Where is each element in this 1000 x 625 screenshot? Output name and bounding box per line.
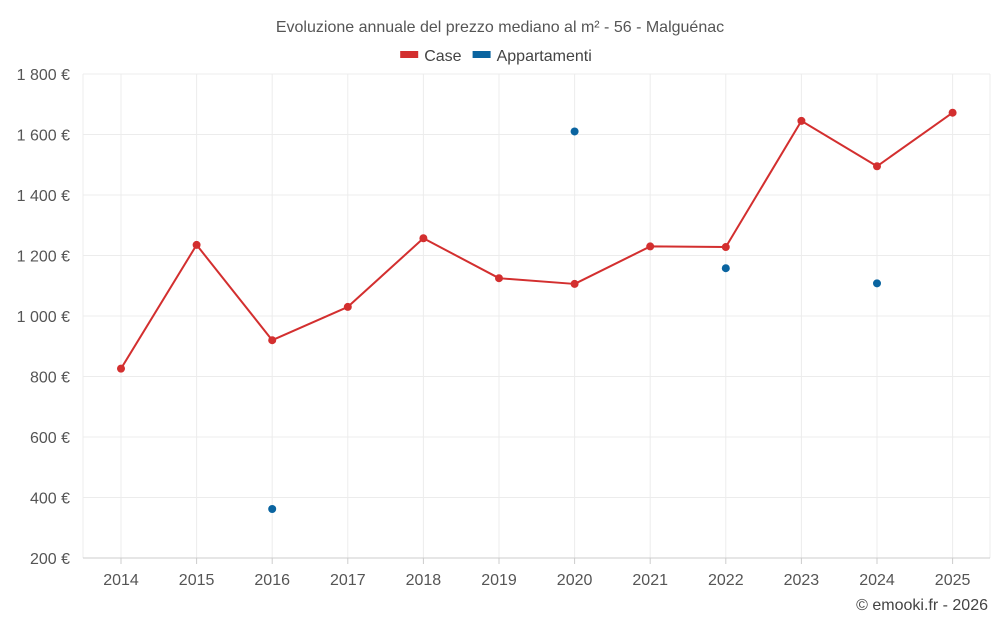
x-gridlines — [82, 74, 991, 564]
data-point-case — [343, 302, 352, 311]
data-point-case — [570, 279, 579, 288]
y-tick-label: 600 € — [30, 430, 70, 447]
chart-title: Evoluzione annuale del prezzo mediano al… — [276, 19, 724, 36]
data-point-case — [873, 162, 881, 171]
x-tick-label: 2014 — [103, 572, 139, 589]
x-tick-label: 2018 — [406, 572, 442, 589]
y-tick-label: 200 € — [30, 551, 70, 568]
y-axis-ticks: 200 € 400 € 600 € 800 € 1 000 € 1 200 € 1 400 … — [17, 67, 70, 568]
data-point-appartamenti — [570, 127, 579, 136]
data-point-case — [495, 274, 503, 283]
series-case — [117, 108, 957, 373]
y-tick-label: 800 € — [30, 370, 70, 387]
y-tick-label: 1 600 € — [17, 128, 70, 145]
y-tick-label: 1 800 € — [17, 67, 70, 84]
data-point-case — [721, 243, 730, 252]
x-tick-label: 2024 — [859, 572, 895, 589]
y-gridlines — [83, 73, 990, 559]
data-point-appartamenti — [268, 504, 277, 513]
series-layer — [117, 108, 957, 513]
data-point-case — [419, 234, 428, 243]
legend: Case Appartamenti — [400, 48, 592, 65]
data-point-case — [117, 364, 125, 373]
x-tick-label: 2025 — [935, 572, 971, 589]
legend-swatch-case — [400, 51, 419, 58]
legend-item-case: Case — [400, 48, 462, 65]
data-point-case — [646, 242, 655, 251]
x-tick-label: 2021 — [632, 572, 668, 589]
series-appartamenti — [268, 127, 881, 513]
legend-label-appartamenti: Appartamenti — [497, 48, 592, 65]
x-tick-label: 2015 — [179, 572, 215, 589]
x-tick-label: 2017 — [330, 572, 366, 589]
x-axis-ticks: 2014 2015 2016 2017 2018 2019 2020 2021 2022 2023… — [103, 572, 970, 589]
y-tick-label: 1 000 € — [17, 309, 70, 326]
legend-label-case: Case — [424, 48, 461, 65]
data-point-case — [948, 108, 957, 117]
x-tick-label: 2019 — [481, 572, 517, 589]
series-line-case — [120, 111, 954, 370]
data-point-appartamenti — [721, 264, 730, 273]
legend-swatch-appartamenti — [472, 51, 491, 58]
y-tick-label: 1 200 € — [17, 249, 70, 266]
data-point-case — [268, 336, 277, 345]
x-tick-label: 2022 — [708, 572, 744, 589]
data-point-appartamenti — [873, 279, 881, 288]
credit-text: © emooki.fr - 2026 — [856, 597, 988, 614]
x-tick-label: 2020 — [557, 572, 593, 589]
y-tick-label: 400 € — [30, 491, 70, 508]
legend-item-appartamenti: Appartamenti — [472, 48, 592, 65]
x-tick-label: 2023 — [784, 572, 820, 589]
x-tick-label: 2016 — [254, 572, 290, 589]
data-point-case — [192, 240, 201, 249]
data-point-case — [797, 116, 806, 125]
y-tick-label: 1 400 € — [17, 188, 70, 205]
